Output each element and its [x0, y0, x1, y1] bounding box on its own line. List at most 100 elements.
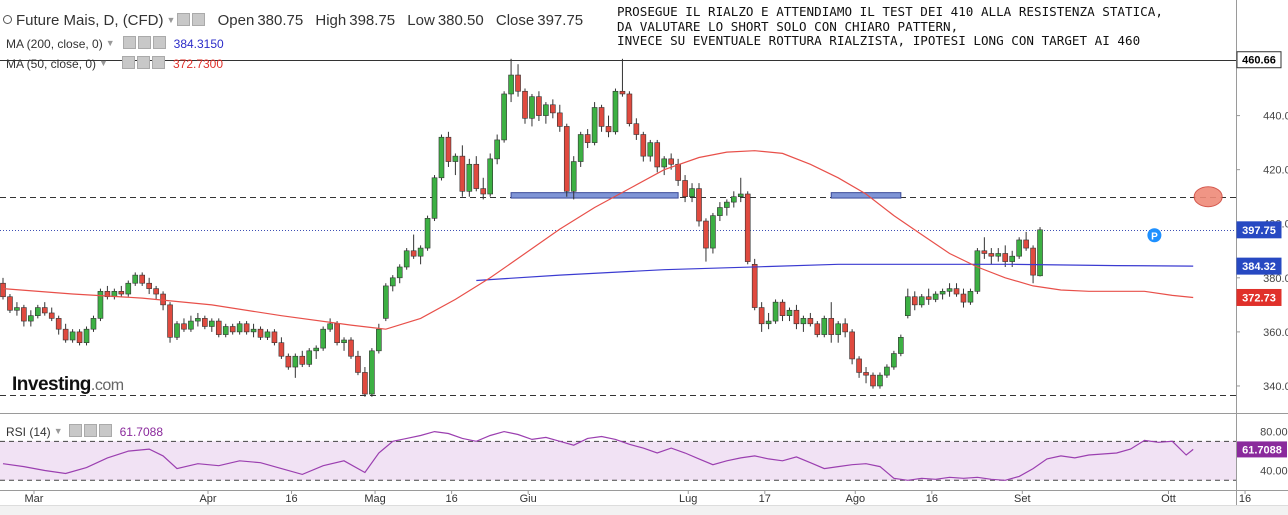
candle-body[interactable]: [104, 291, 111, 298]
ma200-line[interactable]: [476, 263, 1194, 282]
candle-body[interactable]: [654, 142, 661, 168]
candle-body[interactable]: [543, 104, 549, 116]
candle-body[interactable]: [236, 323, 243, 333]
target-marker[interactable]: [1193, 186, 1223, 208]
candle-body[interactable]: [215, 320, 222, 335]
candle-body[interactable]: [473, 163, 480, 189]
candle-body[interactable]: [97, 291, 104, 319]
candle-body[interactable]: [828, 318, 835, 335]
candle-body[interactable]: [800, 318, 807, 325]
candle-body[interactable]: [675, 163, 681, 181]
candle-body[interactable]: [132, 274, 139, 284]
candle-body[interactable]: [501, 93, 507, 141]
candle-body[interactable]: [28, 315, 34, 322]
candle-body[interactable]: [591, 107, 598, 143]
candle-body[interactable]: [967, 291, 974, 303]
candle-body[interactable]: [83, 328, 90, 344]
chevron-down-icon[interactable]: ▼: [166, 15, 176, 25]
visibility-icon[interactable]: [121, 56, 135, 69]
candle-body[interactable]: [556, 112, 563, 127]
candle-body[interactable]: [341, 339, 347, 344]
candle-body[interactable]: [188, 320, 194, 330]
candle-body[interactable]: [1016, 239, 1022, 257]
candle-body[interactable]: [1037, 229, 1043, 277]
candle-body[interactable]: [250, 328, 257, 333]
candle-body[interactable]: [765, 320, 772, 325]
candle-body[interactable]: [264, 331, 271, 338]
candle-body[interactable]: [849, 331, 855, 360]
candle-body[interactable]: [515, 74, 521, 92]
candle-body[interactable]: [570, 161, 577, 192]
candle-body[interactable]: [814, 323, 821, 335]
candle-body[interactable]: [459, 155, 466, 192]
candle-body[interactable]: [195, 318, 201, 322]
candle-body[interactable]: [508, 74, 514, 95]
candle-body[interactable]: [730, 196, 737, 203]
candle-body[interactable]: [779, 301, 786, 316]
candle-body[interactable]: [21, 307, 27, 322]
candle-body[interactable]: [348, 339, 354, 357]
candle-body[interactable]: [710, 215, 716, 249]
candle-body[interactable]: [355, 355, 361, 373]
candle-body[interactable]: [758, 307, 765, 325]
candle-body[interactable]: [856, 358, 862, 373]
candle-body[interactable]: [174, 323, 180, 338]
candle-body[interactable]: [786, 309, 793, 316]
candle-body[interactable]: [396, 266, 403, 279]
candle-body[interactable]: [445, 136, 452, 162]
candle-body[interactable]: [202, 318, 208, 327]
settings-icon[interactable]: [177, 13, 191, 26]
candle-body[interactable]: [877, 374, 883, 387]
candle-body[interactable]: [696, 188, 702, 222]
candle-body[interactable]: [598, 107, 605, 127]
candle-body[interactable]: [563, 126, 570, 192]
candle-body[interactable]: [939, 291, 946, 295]
candle-body[interactable]: [487, 158, 494, 195]
candle-body[interactable]: [55, 318, 62, 330]
candle-body[interactable]: [751, 263, 758, 308]
candle-body[interactable]: [14, 307, 20, 311]
close-icon[interactable]: [192, 13, 206, 26]
candle-body[interactable]: [932, 293, 939, 300]
candle-body[interactable]: [41, 307, 48, 314]
candle-body[interactable]: [842, 323, 848, 333]
candle-body[interactable]: [452, 155, 459, 162]
candle-body[interactable]: [529, 96, 535, 119]
candle-body[interactable]: [222, 326, 229, 335]
candle-body[interactable]: [633, 123, 640, 135]
candle-body[interactable]: [494, 139, 500, 160]
candle-body[interactable]: [466, 163, 473, 192]
candle-body[interactable]: [946, 288, 953, 292]
candle-body[interactable]: [981, 250, 988, 254]
candle-body[interactable]: [807, 318, 814, 325]
candle-body[interactable]: [327, 323, 333, 330]
candle-body[interactable]: [34, 307, 41, 316]
candle-body[interactable]: [703, 220, 709, 249]
candle-body[interactable]: [306, 350, 313, 365]
candle-body[interactable]: [870, 374, 876, 387]
settings-icon[interactable]: [83, 424, 97, 437]
candle-body[interactable]: [536, 96, 542, 116]
candle-body[interactable]: [1002, 253, 1009, 262]
chevron-down-icon[interactable]: ▼: [105, 38, 115, 48]
candle-body[interactable]: [626, 93, 633, 125]
candle-body[interactable]: [320, 328, 326, 349]
candle-body[interactable]: [737, 193, 744, 198]
candle-body[interactable]: [62, 328, 69, 341]
settings-icon[interactable]: [136, 56, 150, 69]
candle-body[interactable]: [884, 366, 890, 376]
candle-body[interactable]: [661, 158, 668, 168]
resistance-zone[interactable]: [830, 192, 902, 199]
candle-body[interactable]: [285, 355, 292, 368]
candle-body[interactable]: [69, 331, 76, 341]
candle-body[interactable]: [911, 296, 918, 306]
candle-body[interactable]: [382, 285, 389, 319]
candle-body[interactable]: [403, 250, 410, 268]
candle-body[interactable]: [209, 320, 215, 327]
close-icon[interactable]: [152, 36, 166, 49]
candle-body[interactable]: [904, 296, 911, 316]
visibility-icon[interactable]: [122, 36, 136, 49]
candle-body[interactable]: [918, 296, 925, 306]
candle-body[interactable]: [584, 134, 591, 143]
